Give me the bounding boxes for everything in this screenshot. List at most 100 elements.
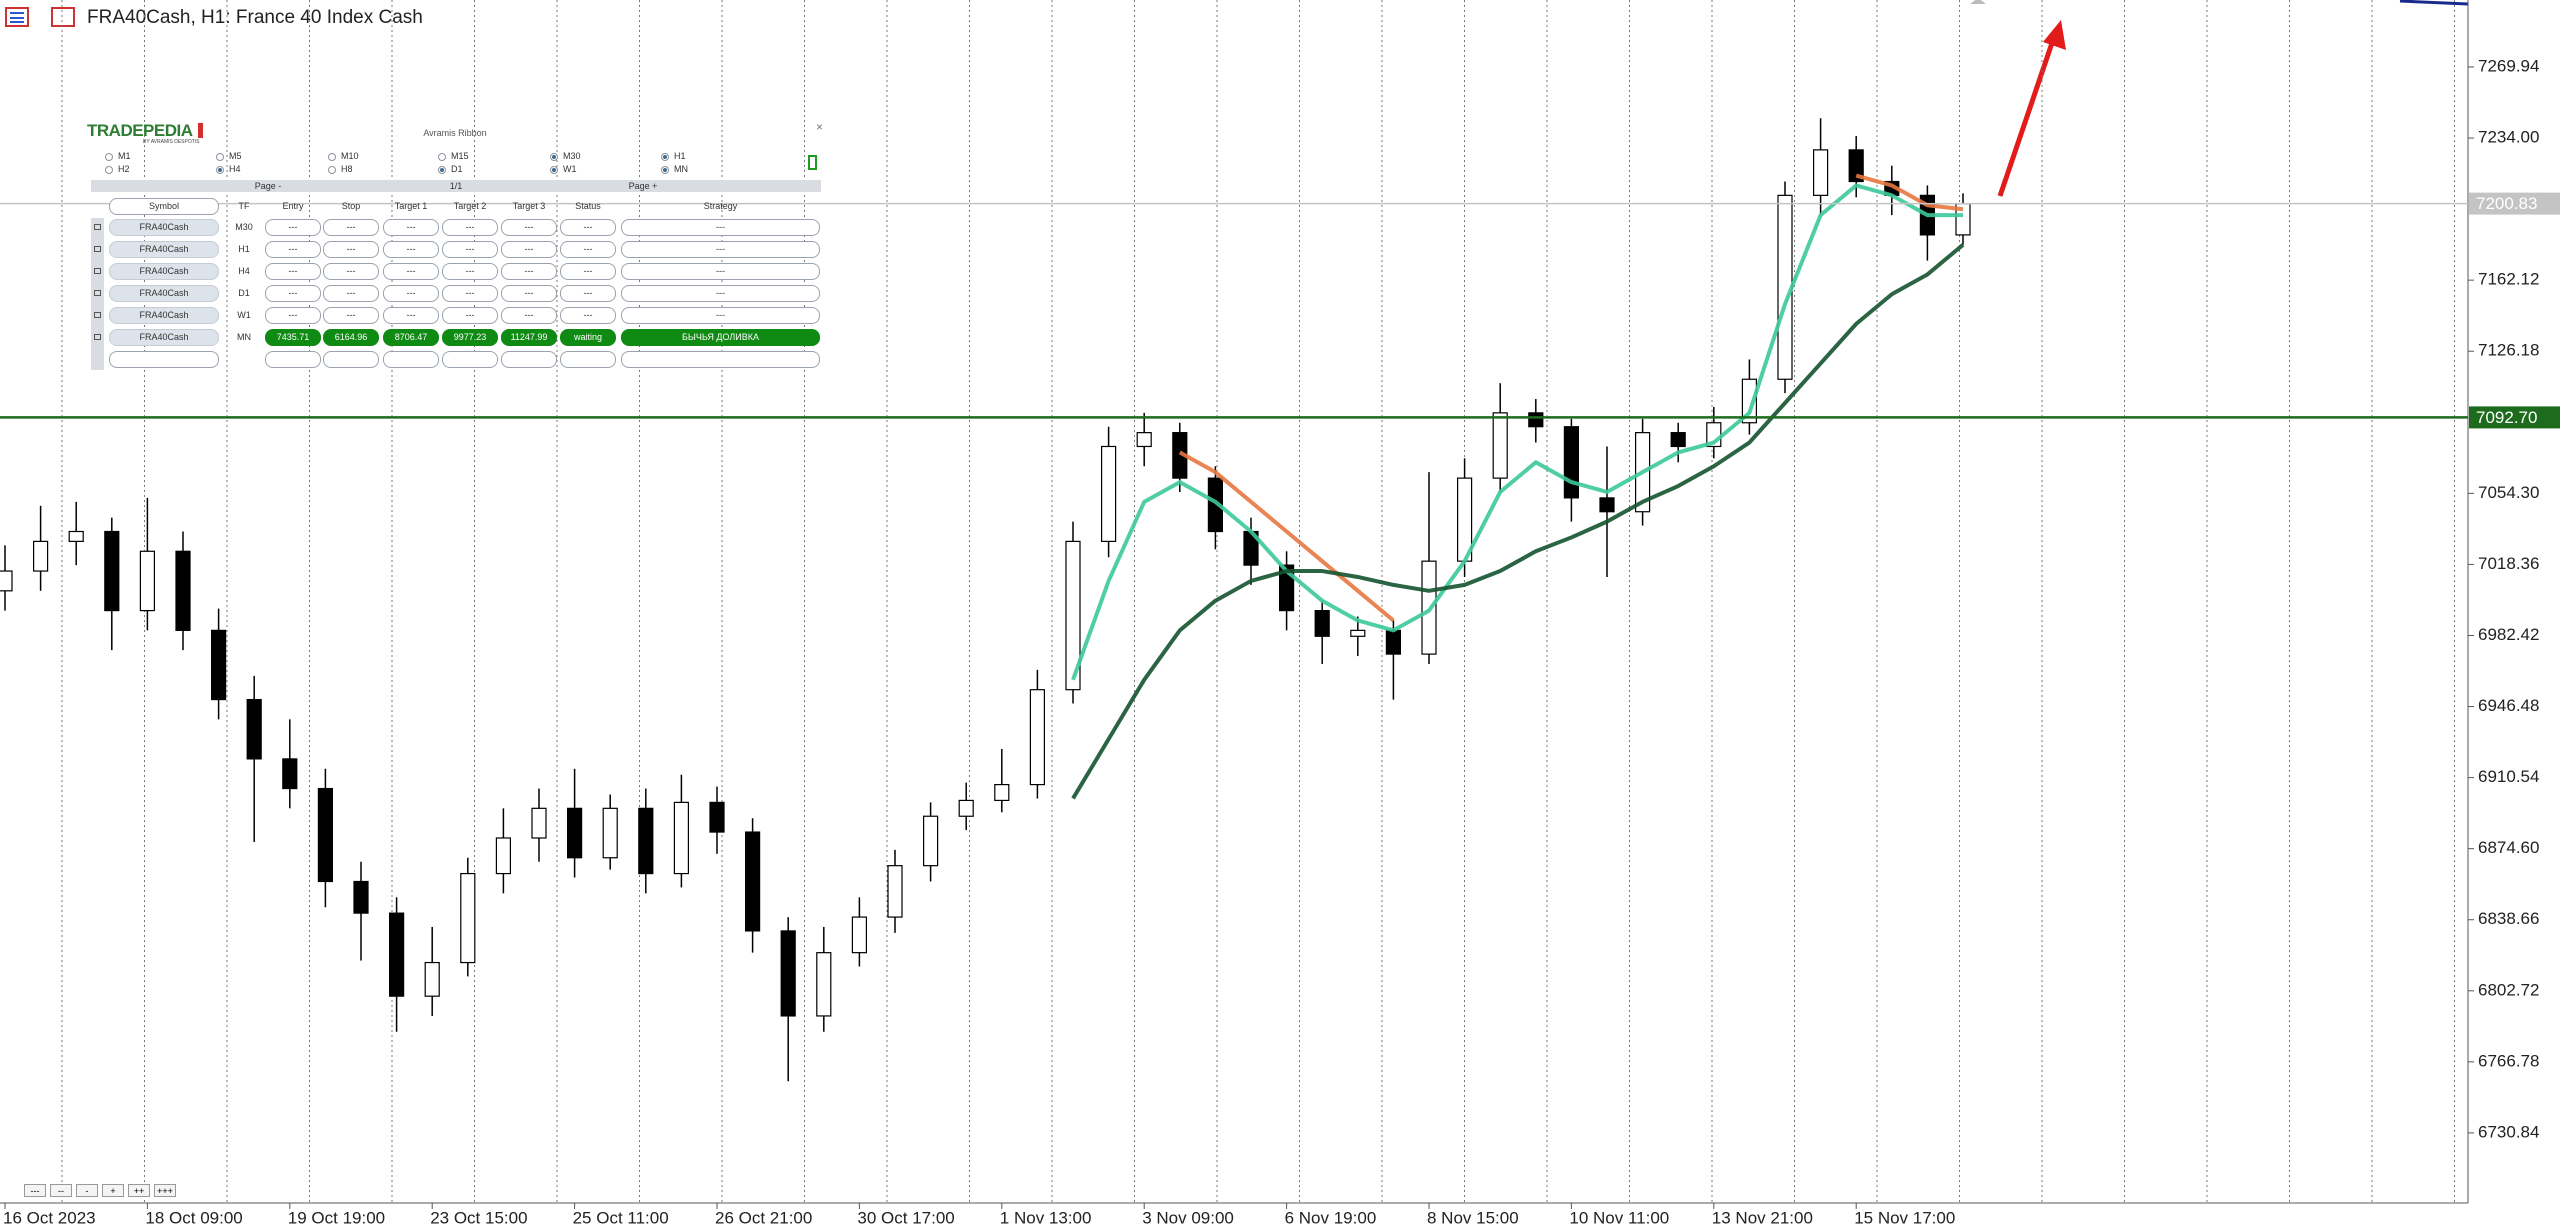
timeframe-radio[interactable]: [438, 166, 446, 174]
table-cell: ---: [265, 307, 321, 324]
y-tick-label: 7269.94: [2478, 56, 2539, 75]
zoom-button[interactable]: +: [102, 1184, 124, 1197]
candle-body: [922, 815, 939, 867]
x-tick-label: 30 Oct 17:00: [857, 1208, 954, 1227]
y-tick-label: 6910.54: [2478, 767, 2539, 786]
timeframe-radio[interactable]: [216, 153, 224, 161]
candle-body: [673, 801, 690, 875]
row-icon[interactable]: [94, 268, 101, 274]
close-button[interactable]: ×: [815, 120, 823, 134]
row-icon[interactable]: [94, 312, 101, 318]
y-tick-label: 7234.00: [2478, 128, 2539, 147]
table-cell: ---: [621, 219, 820, 236]
price-badge-label: 7092.70: [2476, 408, 2537, 427]
y-tick-label: 6982.42: [2478, 625, 2539, 644]
zoom-button[interactable]: +++: [154, 1184, 176, 1197]
timeframe-label: H8: [341, 164, 353, 174]
table-cell: ---: [501, 219, 557, 236]
row-icon[interactable]: [94, 246, 101, 252]
table-cell: ---: [501, 263, 557, 280]
timeframe-radio[interactable]: [550, 153, 558, 161]
timeframe-radio[interactable]: [661, 153, 669, 161]
table-cell: ---: [265, 241, 321, 258]
pager-item[interactable]: Page -: [254, 181, 282, 191]
panel-title: Avramis Ribbon: [423, 128, 487, 138]
column-header: Target 2: [453, 201, 487, 211]
timeframe-radio[interactable]: [105, 153, 113, 161]
timeframe-radio[interactable]: [438, 153, 446, 161]
empty-cell: [109, 351, 219, 368]
signal-panel: TRADEPEDIA BY AVRAMIS DESPOTIS Avramis R…: [85, 118, 825, 374]
row-icon[interactable]: [94, 334, 101, 340]
zoom-button[interactable]: -: [76, 1184, 98, 1197]
candle-body: [211, 629, 227, 701]
table-cell: W1: [237, 310, 251, 320]
candle-body: [1100, 445, 1117, 542]
timeframe-label: MN: [674, 164, 688, 174]
table-cell: ---: [560, 219, 616, 236]
x-tick-label: 19 Oct 19:00: [288, 1208, 385, 1227]
timeframe-radio[interactable]: [550, 166, 558, 174]
row-icon[interactable]: [94, 290, 101, 296]
ribbon-line: [1178, 173, 1964, 623]
candle-body: [1350, 629, 1366, 637]
y-tick-label: 6802.72: [2478, 980, 2539, 999]
timeframe-label: M15: [451, 151, 469, 161]
pager-item[interactable]: Page +: [628, 181, 658, 191]
table-cell: FRA40Cash: [109, 241, 219, 258]
candle-body: [958, 799, 974, 817]
table-cell: H4: [238, 266, 250, 276]
table-cell: ---: [383, 241, 439, 258]
table-cell: D1: [238, 288, 250, 298]
timeframe-radio[interactable]: [105, 166, 113, 174]
x-tick-label: 23 Oct 15:00: [430, 1208, 527, 1227]
candle-body: [994, 783, 1010, 802]
table-cell: ---: [383, 219, 439, 236]
table-cell: ---: [560, 263, 616, 280]
table-cell: FRA40Cash: [109, 307, 219, 324]
table-cell: 11247.99: [501, 329, 557, 346]
empty-cell: [323, 351, 379, 368]
table-cell: ---: [621, 285, 820, 302]
x-tick-label: 18 Oct 09:00: [145, 1208, 242, 1227]
chart-icon[interactable]: [51, 7, 75, 27]
candle-body: [1848, 149, 1864, 183]
candle-body: [1528, 412, 1544, 428]
empty-cell: [501, 351, 557, 368]
table-cell: FRA40Cash: [109, 263, 219, 280]
table-cell: ---: [383, 285, 439, 302]
candle-body: [389, 912, 405, 997]
ribbon-line: [1071, 243, 1965, 800]
candle-body: [887, 865, 903, 918]
candle-body: [780, 930, 796, 1017]
timeframe-radio[interactable]: [328, 166, 336, 174]
empty-cell: [383, 351, 439, 368]
row-icon[interactable]: [94, 224, 101, 230]
empty-cell: [442, 351, 498, 368]
column-header: Strategy: [703, 201, 738, 211]
zoom-button[interactable]: ++: [128, 1184, 150, 1197]
table-cell: FRA40Cash: [109, 285, 219, 302]
candle-body: [1741, 378, 1758, 424]
x-tick-label: 6 Nov 19:00: [1285, 1208, 1377, 1227]
candle-body: [317, 787, 333, 883]
table-cell: H1: [238, 244, 250, 254]
table-cell: ---: [442, 285, 498, 302]
pager-item[interactable]: 1/1: [449, 181, 463, 191]
timeframe-radio[interactable]: [216, 166, 224, 174]
zoom-button[interactable]: ---: [24, 1184, 46, 1197]
x-tick-label: 15 Nov 17:00: [1854, 1208, 1955, 1227]
empty-cell: [560, 351, 616, 368]
timeframe-radio[interactable]: [661, 166, 669, 174]
timeframe-label: M30: [563, 151, 581, 161]
table-cell: ---: [265, 285, 321, 302]
table-cell: ---: [323, 307, 379, 324]
candle-body: [104, 530, 120, 612]
candle-body: [566, 807, 583, 859]
table-cell: ---: [323, 263, 379, 280]
timeframe-radio[interactable]: [328, 153, 336, 161]
x-tick-label: 1 Nov 13:00: [1000, 1208, 1092, 1227]
table-cell: ---: [442, 307, 498, 324]
zoom-button[interactable]: --: [50, 1184, 72, 1197]
